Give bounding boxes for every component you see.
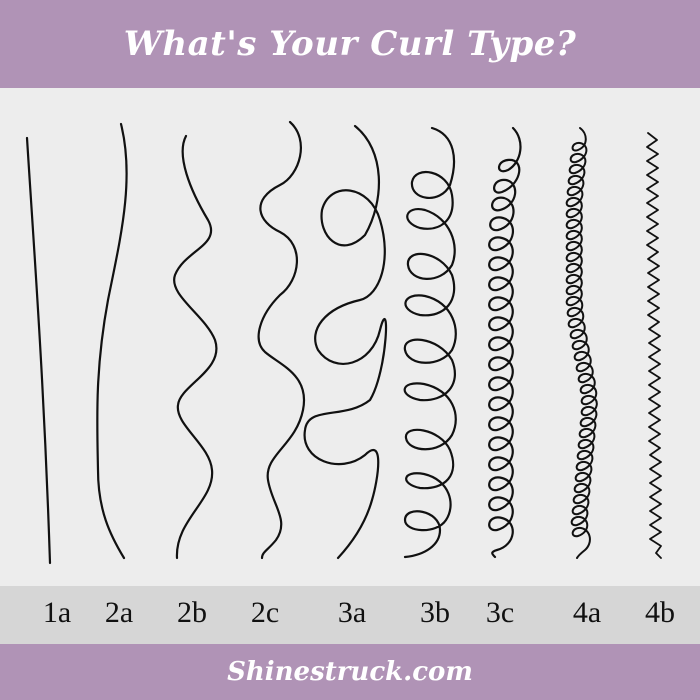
curl-4b-strand — [646, 132, 662, 559]
curl-label-4a: 4a — [572, 596, 602, 629]
page-title: What's Your Curl Type? — [123, 24, 577, 64]
curl-2b-strand — [173, 134, 218, 560]
curl-type-labels: 1a 2a 2b 2c 3a 3b 3c 4a 4b — [0, 586, 700, 644]
header-banner: What's Your Curl Type? — [0, 0, 700, 88]
footer-banner: Shinestruck.com — [0, 644, 700, 700]
curl-label-3a: 3a — [337, 596, 367, 629]
curl-3a-strand — [303, 124, 388, 560]
curl-diagram — [25, 120, 662, 565]
curl-label-2a: 2a — [104, 596, 134, 629]
curl-3c-strand — [488, 126, 522, 559]
curl-2a-strand — [96, 122, 128, 560]
curl-label-3c: 3c — [485, 596, 515, 629]
curl-label-3b: 3b — [420, 596, 450, 629]
curl-label-1a: 1a — [42, 596, 72, 629]
site-name: Shinestruck.com — [227, 657, 473, 687]
curl-4a-strand — [565, 127, 598, 559]
curl-1a-strand — [25, 136, 52, 565]
curl-2c-strand — [257, 120, 306, 560]
curl-label-4b: 4b — [645, 596, 675, 629]
curl-illustrations — [0, 88, 700, 586]
curl-label-2c: 2c — [250, 596, 280, 629]
curl-label-2b: 2b — [177, 596, 207, 629]
curl-3b-strand — [403, 126, 457, 559]
